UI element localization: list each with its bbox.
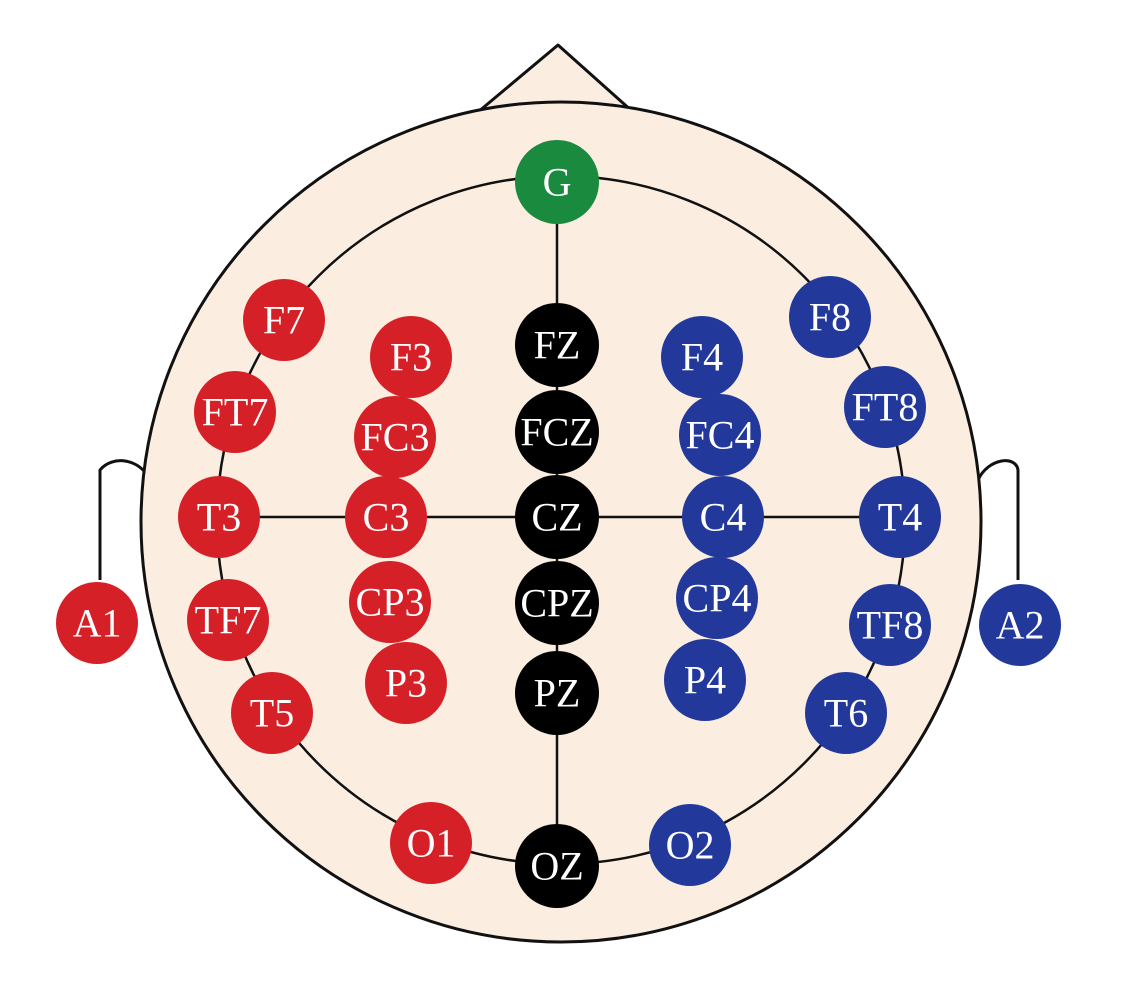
electrode-disc: [56, 582, 138, 664]
electrode-label: F7: [263, 298, 305, 343]
electrode-disc: [515, 390, 599, 474]
electrode-a1: A1: [56, 582, 138, 664]
electrode-label: F8: [809, 295, 851, 340]
electrode-label: PZ: [534, 671, 581, 716]
electrode-label: P3: [385, 661, 427, 706]
electrode-disc: [349, 561, 431, 643]
electrode-t3: T3: [178, 476, 260, 558]
electrode-label: CP3: [356, 580, 425, 625]
electrode-label: A1: [73, 601, 122, 646]
electrode-disc: [789, 276, 871, 358]
electrode-disc: [661, 316, 743, 398]
electrode-label: FC3: [361, 415, 430, 460]
electrode-tf8: TF8: [849, 584, 931, 666]
electrode-disc: [390, 802, 472, 884]
electrode-label: F4: [681, 335, 723, 380]
electrode-disc: [682, 476, 764, 558]
electrode-f7: F7: [243, 279, 325, 361]
electrode-label: G: [543, 160, 572, 205]
electrode-ft8: FT8: [844, 366, 926, 448]
right-ear: [976, 459, 1020, 580]
electrode-label: FT8: [852, 385, 919, 430]
electrode-label: FC4: [686, 413, 755, 458]
electrode-disc: [354, 396, 436, 478]
electrode-disc: [515, 475, 599, 559]
electrode-disc: [849, 584, 931, 666]
electrode-a2: A2: [979, 584, 1061, 666]
electrode-disc: [844, 366, 926, 448]
electrode-f4: F4: [661, 316, 743, 398]
electrode-label: CPZ: [520, 581, 593, 626]
electrode-label: FT7: [202, 390, 269, 435]
electrode-fz: FZ: [515, 303, 599, 387]
electrode-fcz: FCZ: [515, 390, 599, 474]
electrode-label: A2: [996, 603, 1045, 648]
electrode-disc: [370, 316, 452, 398]
electrode-fc4: FC4: [679, 394, 761, 476]
electrode-disc: [679, 394, 761, 476]
electrode-f3: F3: [370, 316, 452, 398]
electrode-cp4: CP4: [676, 557, 758, 639]
electrodes: G F7 F3 FZ F4 F8 FT7 FC3: [56, 140, 1061, 908]
electrode-disc: [859, 476, 941, 558]
electrode-label: C3: [363, 495, 410, 540]
electrode-cz: CZ: [515, 475, 599, 559]
electrode-label: T5: [250, 691, 294, 736]
electrode-label: OZ: [530, 844, 583, 889]
electrode-disc: [805, 672, 887, 754]
electrode-label: P4: [684, 658, 726, 703]
electrode-label: CP4: [683, 576, 752, 621]
electrode-disc: [365, 642, 447, 724]
electrode-tf7: TF7: [187, 579, 269, 661]
electrode-t4: T4: [859, 476, 941, 558]
electrode-label: FCZ: [520, 410, 593, 455]
electrode-disc: [649, 804, 731, 886]
electrode-ft7: FT7: [194, 371, 276, 453]
electrode-t5: T5: [231, 672, 313, 754]
electrode-disc: [979, 584, 1061, 666]
electrode-disc: [345, 476, 427, 558]
electrode-cp3: CP3: [349, 561, 431, 643]
electrode-disc: [515, 303, 599, 387]
electrode-disc: [231, 672, 313, 754]
electrode-f8: F8: [789, 276, 871, 358]
electrode-c3: C3: [345, 476, 427, 558]
electrode-disc: [664, 639, 746, 721]
electrode-o2: O2: [649, 804, 731, 886]
electrode-label: T3: [197, 495, 241, 540]
electrode-p3: P3: [365, 642, 447, 724]
electrode-label: C4: [700, 495, 747, 540]
electrode-o1: O1: [390, 802, 472, 884]
electrode-p4: P4: [664, 639, 746, 721]
electrode-label: TF7: [195, 598, 262, 643]
electrode-disc: [194, 371, 276, 453]
electrode-label: TF8: [857, 603, 924, 648]
electrode-pz: PZ: [515, 651, 599, 735]
electrode-label: T4: [878, 495, 922, 540]
electrode-disc: [243, 279, 325, 361]
electrode-c4: C4: [682, 476, 764, 558]
electrode-t6: T6: [805, 672, 887, 754]
electrode-disc: [676, 557, 758, 639]
electrode-disc: [515, 824, 599, 908]
electrode-cpz: CPZ: [515, 561, 599, 645]
electrode-disc: [187, 579, 269, 661]
electrode-disc: [515, 140, 599, 224]
electrode-label: CZ: [531, 495, 582, 540]
electrode-label: FZ: [534, 323, 581, 368]
electrode-label: O1: [407, 821, 456, 866]
electrode-fc3: FC3: [354, 396, 436, 478]
electrode-label: T6: [824, 691, 868, 736]
electrode-disc: [515, 651, 599, 735]
electrode-label: O2: [666, 823, 715, 868]
electrode-oz: OZ: [515, 824, 599, 908]
electrode-disc: [178, 476, 260, 558]
electrode-label: F3: [390, 335, 432, 380]
electrode-disc: [515, 561, 599, 645]
electrode-g: G: [515, 140, 599, 224]
